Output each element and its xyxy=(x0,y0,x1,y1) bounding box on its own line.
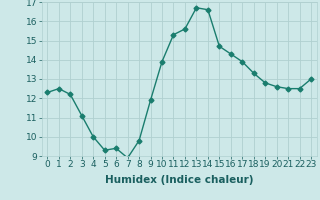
X-axis label: Humidex (Indice chaleur): Humidex (Indice chaleur) xyxy=(105,175,253,185)
